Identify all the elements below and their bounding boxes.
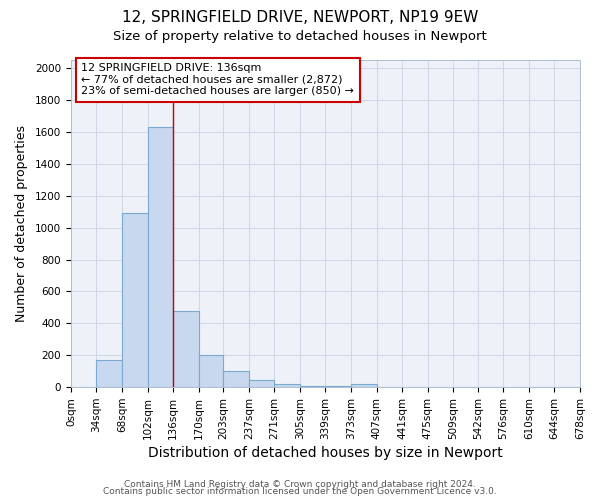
Bar [199,356,223,387]
Text: Contains HM Land Registry data © Crown copyright and database right 2024.: Contains HM Land Registry data © Crown c… [124,480,476,489]
Bar [223,371,249,387]
Bar [249,380,274,387]
Bar [148,127,173,387]
Bar [325,386,351,387]
Bar [97,360,122,387]
Bar [122,213,148,387]
Text: Size of property relative to detached houses in Newport: Size of property relative to detached ho… [113,30,487,43]
Bar [274,384,300,387]
Text: 12, SPRINGFIELD DRIVE, NEWPORT, NP19 9EW: 12, SPRINGFIELD DRIVE, NEWPORT, NP19 9EW [122,10,478,25]
Text: 12 SPRINGFIELD DRIVE: 136sqm
← 77% of detached houses are smaller (2,872)
23% of: 12 SPRINGFIELD DRIVE: 136sqm ← 77% of de… [81,64,354,96]
Bar [173,310,199,387]
Text: Contains public sector information licensed under the Open Government Licence v3: Contains public sector information licen… [103,487,497,496]
X-axis label: Distribution of detached houses by size in Newport: Distribution of detached houses by size … [148,446,503,460]
Bar [300,386,325,387]
Bar [351,384,377,387]
Y-axis label: Number of detached properties: Number of detached properties [15,125,28,322]
